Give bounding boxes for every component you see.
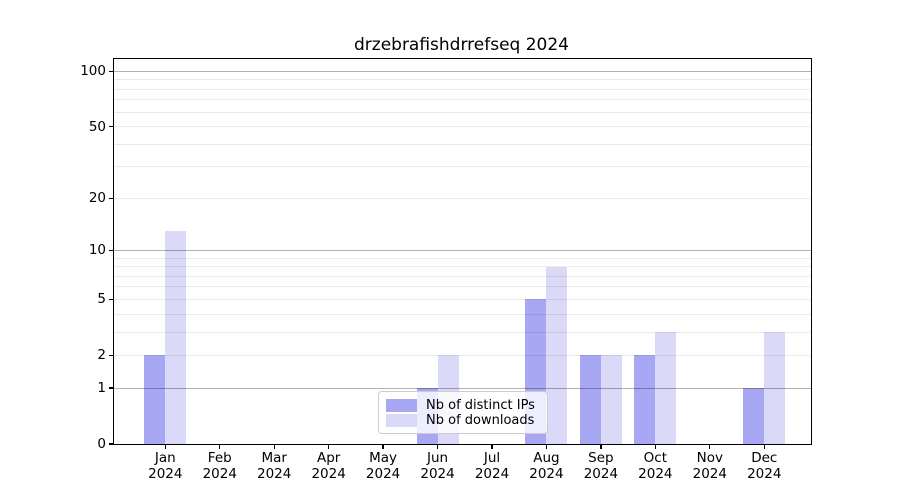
y-tick-label: 1 — [97, 380, 106, 397]
bar-downloads-sep — [600, 355, 622, 444]
bar-distinct-ips-dec — [743, 388, 765, 444]
bar-downloads-aug — [546, 266, 568, 444]
x-tick-mark — [219, 444, 221, 449]
legend-item-distinct-ips: Nb of distinct IPs — [386, 397, 539, 413]
y-tick-label: 0 — [97, 436, 106, 452]
bar-downloads-jan — [165, 231, 187, 444]
x-tick-label: Sep 2024 — [583, 450, 619, 482]
y-tick-label: 5 — [97, 291, 106, 308]
y-tick-label: 100 — [80, 63, 106, 80]
legend-label-distinct-ips: Nb of distinct IPs — [426, 397, 535, 413]
x-tick-label: Oct 2024 — [638, 450, 673, 482]
x-tick-label: Jun 2024 — [420, 450, 455, 482]
bar-distinct-ips-jan — [144, 355, 166, 444]
bar-downloads-dec — [764, 332, 786, 444]
x-tick-label: Apr 2024 — [311, 450, 346, 482]
x-tick-mark — [273, 444, 275, 449]
x-tick-mark — [164, 444, 166, 449]
x-tick-mark — [491, 444, 493, 449]
x-tick-mark — [654, 444, 656, 449]
x-tick-label: Jan 2024 — [148, 450, 183, 482]
x-tick-label: Feb 2024 — [202, 450, 237, 482]
chart-title: drzebrafishdrrefseq 2024 — [353, 35, 569, 55]
legend-item-downloads: Nb of downloads — [386, 412, 539, 428]
bar-distinct-ips-sep — [579, 355, 601, 444]
bar-downloads-oct — [655, 332, 677, 444]
legend-swatch-distinct-ips — [386, 398, 417, 412]
y-tick-label: 10 — [88, 242, 106, 259]
x-tick-label: Dec 2024 — [747, 450, 782, 482]
x-tick-label: Jul 2024 — [474, 450, 510, 482]
y-tick-label: 20 — [88, 190, 106, 207]
x-tick-mark — [545, 444, 548, 449]
y-tick-label: 50 — [88, 118, 106, 135]
bar-distinct-ips-oct — [634, 355, 656, 444]
x-tick-mark — [382, 444, 384, 449]
x-tick-label: Nov 2024 — [692, 450, 727, 482]
bars-layer — [114, 59, 811, 444]
x-tick-mark — [763, 444, 765, 449]
x-tick-label: Mar 2024 — [257, 450, 292, 482]
x-tick-mark — [709, 444, 711, 449]
x-tick-label: Aug 2024 — [529, 450, 564, 482]
legend-label-downloads: Nb of downloads — [426, 412, 535, 428]
y-tick-label: 2 — [97, 347, 106, 364]
legend-swatch-downloads — [386, 413, 417, 427]
legend: Nb of distinct IPs Nb of downloads — [378, 391, 548, 434]
x-tick-mark — [600, 444, 602, 449]
x-tick-label: May 2024 — [365, 450, 401, 482]
x-tick-mark — [328, 444, 330, 449]
x-tick-mark — [436, 444, 439, 449]
plot-area: 0 1 2 5 10 20 50 100 Jan 2024 Feb 2024 Mar 2024 Apr… — [80, 58, 812, 482]
